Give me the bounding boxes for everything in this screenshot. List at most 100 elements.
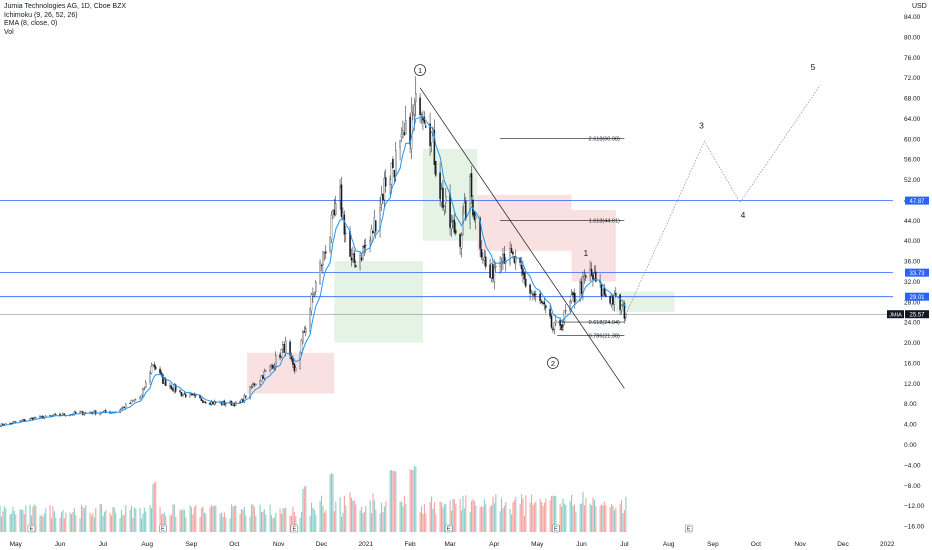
level-badge-label: 47.87 bbox=[909, 199, 925, 205]
volume-bar bbox=[22, 509, 24, 532]
volume-bar bbox=[260, 512, 263, 532]
candle-body bbox=[332, 209, 334, 218]
candle-body bbox=[383, 178, 386, 201]
volume-bar bbox=[293, 512, 295, 532]
volume-bar bbox=[203, 512, 205, 532]
candle-body bbox=[40, 416, 43, 418]
ema-legend: EMA (8, close, 0) bbox=[4, 20, 58, 27]
cloud-segment-3 bbox=[477, 194, 572, 251]
level-badge-label: 33.73 bbox=[909, 271, 925, 277]
volume-bar bbox=[52, 506, 54, 532]
volume-bar bbox=[10, 513, 13, 532]
candle-body bbox=[203, 401, 206, 403]
x-tick-label: Mar bbox=[444, 541, 456, 548]
volume-bar bbox=[230, 504, 233, 532]
volume-bar bbox=[615, 507, 617, 532]
volume-legend: Vol bbox=[4, 28, 14, 36]
wave-label: 2 bbox=[551, 359, 555, 368]
volume-bar bbox=[491, 505, 493, 532]
candle-body bbox=[139, 396, 141, 400]
volume-bar bbox=[432, 508, 434, 532]
volume-bar bbox=[483, 499, 485, 532]
candle-body bbox=[209, 402, 211, 405]
candle-body bbox=[124, 403, 127, 409]
candle-body bbox=[263, 371, 266, 379]
volume-bar bbox=[233, 505, 235, 532]
volume-bar bbox=[103, 511, 105, 532]
x-tick-label: Nov bbox=[273, 541, 285, 548]
volume-bar bbox=[155, 481, 157, 532]
candle-body bbox=[272, 365, 274, 369]
volume-bar bbox=[249, 516, 251, 532]
x-tick-label: 2021 bbox=[359, 541, 374, 548]
volume-bar bbox=[245, 515, 247, 532]
candle-body bbox=[495, 266, 497, 268]
candle-body bbox=[295, 367, 297, 372]
candle-body bbox=[595, 271, 597, 282]
candle-body bbox=[529, 284, 531, 294]
candle-body bbox=[130, 400, 133, 404]
candle-body bbox=[392, 159, 394, 169]
volume-bar bbox=[169, 515, 171, 532]
y-tick-label: 32.00 bbox=[904, 279, 921, 286]
candle-body bbox=[382, 193, 384, 200]
volume-bar bbox=[270, 515, 273, 532]
volume-bar bbox=[139, 508, 141, 532]
candle-body bbox=[610, 297, 613, 304]
candle-body bbox=[269, 365, 271, 371]
volume-bar bbox=[585, 498, 587, 532]
volume-bar bbox=[163, 512, 165, 532]
candle-body bbox=[342, 212, 344, 218]
volume-bar bbox=[399, 501, 401, 532]
candle-body bbox=[20, 420, 23, 422]
volume-bar bbox=[532, 505, 534, 532]
candle-body bbox=[319, 262, 321, 284]
candle-body bbox=[543, 301, 546, 305]
candle-body bbox=[583, 276, 586, 279]
volume-bar bbox=[43, 513, 45, 532]
candle-body bbox=[499, 262, 501, 267]
volume-bar bbox=[472, 498, 474, 532]
x-tick-label: May bbox=[531, 541, 544, 548]
y-tick-label: 40.00 bbox=[904, 238, 921, 245]
candle-body bbox=[400, 134, 403, 138]
candle-body bbox=[623, 302, 626, 319]
volume-bar bbox=[95, 507, 97, 532]
horizontal-levels: 47.87 33.73 29.01 bbox=[0, 196, 929, 301]
volume-bar bbox=[340, 516, 343, 532]
volume-bar bbox=[455, 503, 457, 532]
candle-body bbox=[363, 244, 366, 249]
volume-bar bbox=[92, 513, 94, 532]
y-tick-label: 68.00 bbox=[904, 96, 921, 103]
volume-bar bbox=[513, 500, 515, 532]
volume-bar bbox=[461, 510, 463, 532]
ema-line bbox=[0, 116, 627, 427]
volume-bar bbox=[365, 506, 367, 532]
earnings-marker-label: E bbox=[554, 527, 558, 533]
volume-bar bbox=[512, 502, 514, 532]
candle-body bbox=[480, 249, 483, 258]
volume-bar bbox=[305, 485, 307, 532]
candle-body bbox=[373, 217, 376, 233]
volume-bar bbox=[541, 501, 543, 532]
volume-bar bbox=[149, 505, 151, 532]
volume-bar bbox=[125, 505, 127, 532]
volume-bar bbox=[70, 514, 73, 532]
candle-body bbox=[170, 385, 173, 390]
volume-bar bbox=[259, 504, 261, 532]
wave-label: 5 bbox=[811, 62, 816, 72]
volume-bar bbox=[419, 512, 421, 532]
candle-body bbox=[442, 187, 444, 208]
candle-body bbox=[409, 116, 411, 145]
volume-bar bbox=[72, 512, 74, 532]
candle-body bbox=[509, 248, 511, 264]
earnings-marker-label: E bbox=[292, 527, 296, 533]
volume-bar bbox=[353, 500, 355, 532]
volume-bar bbox=[120, 509, 123, 532]
volume-bar bbox=[243, 506, 245, 532]
volume-bar bbox=[0, 505, 1, 532]
candle-body bbox=[530, 293, 533, 295]
volume-bar bbox=[609, 507, 611, 532]
